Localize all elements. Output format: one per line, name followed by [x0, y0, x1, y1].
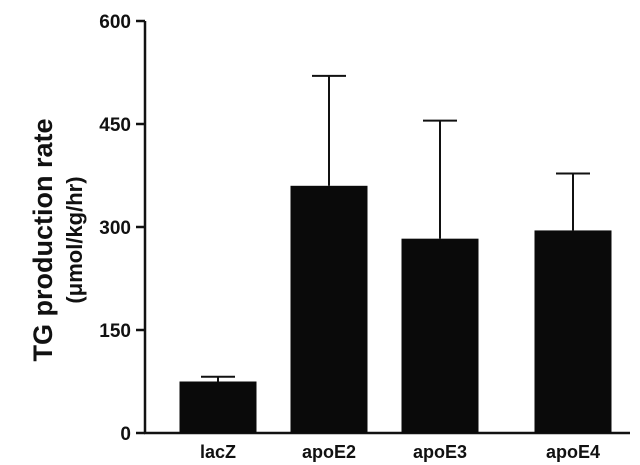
x-category-label: lacZ [200, 442, 236, 462]
bars [179, 185, 612, 433]
y-axis-unit: (μmol/kg/hr) [62, 176, 87, 303]
y-axis-label: TG production rate [28, 119, 58, 362]
x-category-label: apoE3 [413, 442, 467, 462]
bar-apoE4 [534, 230, 612, 433]
x-category-label: apoE2 [302, 442, 356, 462]
bar-lacZ [179, 381, 257, 433]
y-tick-label: 300 [99, 218, 131, 239]
y-tick-label: 150 [99, 321, 131, 342]
y-tick-label: 450 [99, 115, 131, 136]
x-category-label: apoE4 [546, 442, 600, 462]
x-category-labels: lacZ apoE2 apoE3 apoE4 [200, 442, 600, 462]
y-tick-label: 0 [120, 424, 131, 445]
error-bars [201, 74, 590, 382]
bar-apoE2 [290, 185, 368, 433]
bar-apoE3 [401, 238, 479, 433]
y-axis-label-group: TG production rate (μmol/kg/hr) [28, 119, 87, 362]
y-ticks: 0 150 300 450 600 [99, 12, 145, 445]
y-tick-label: 600 [99, 12, 131, 33]
